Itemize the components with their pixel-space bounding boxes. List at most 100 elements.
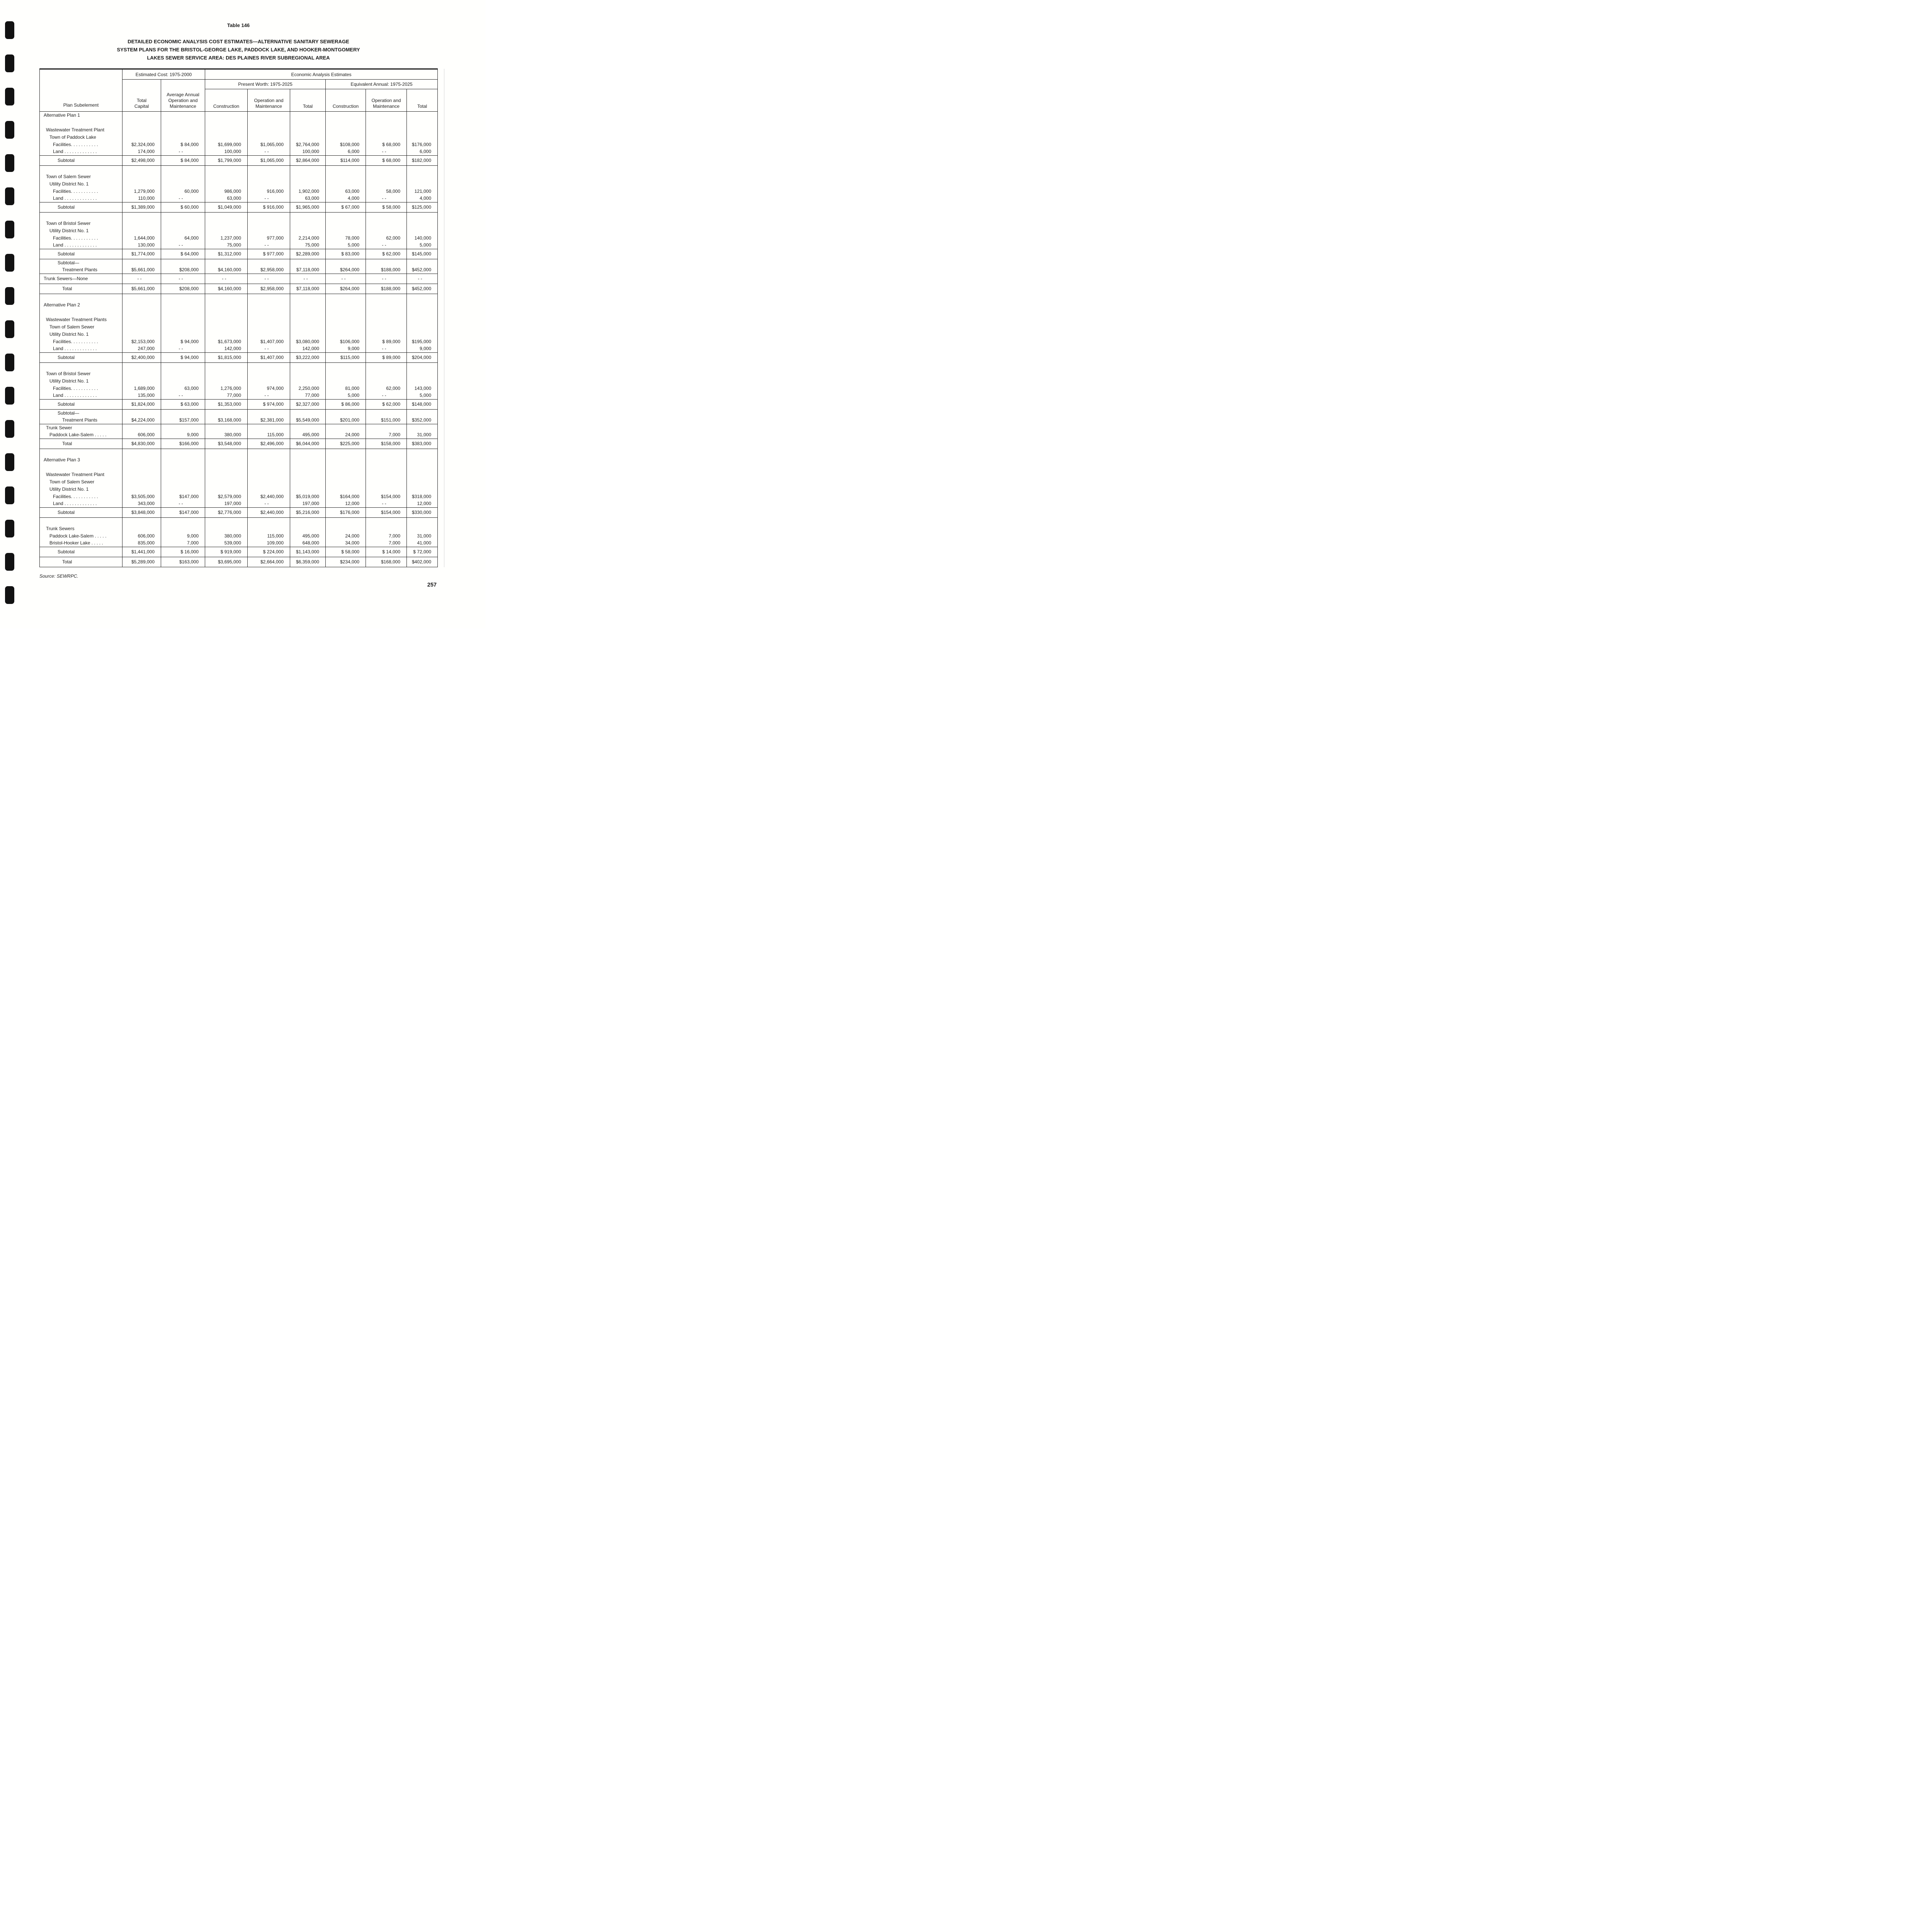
- cell-value: [247, 485, 290, 493]
- cell-value: $ 60,000: [160, 202, 205, 213]
- binder-hole: [5, 221, 14, 238]
- col-header-ea-total: Total: [406, 89, 438, 112]
- cell-value: [325, 471, 366, 478]
- table-section: Total $5,289,000 $163,000 $3,695,000 $2,664,…: [39, 557, 438, 567]
- cell-value: [325, 308, 366, 316]
- row-label: [39, 119, 122, 126]
- cell-value: [290, 377, 326, 385]
- binder-hole: [5, 187, 14, 205]
- cell-value: $ 916,000: [247, 202, 290, 213]
- cell-value: 75,000: [205, 242, 248, 249]
- table-row: Facilities. . . . . . . . . . . 1,644,000…: [39, 234, 438, 242]
- cell-value: [205, 330, 248, 338]
- cell-value: [122, 449, 161, 456]
- cell-value: [122, 485, 161, 493]
- spacer-row: [39, 449, 438, 456]
- cell-value: [325, 180, 366, 188]
- cell-value: [366, 133, 407, 141]
- cell-value: [205, 111, 248, 119]
- binder-hole: [5, 54, 14, 72]
- cell-value: $2,776,000: [205, 507, 248, 518]
- cell-value: [122, 219, 161, 227]
- cell-value: [122, 424, 161, 432]
- cell-value: 63,000: [325, 187, 366, 195]
- cell-value: [247, 126, 290, 134]
- table-row: Subtotal $1,774,000 $ 64,000 $1,312,000 $ 97…: [39, 249, 438, 259]
- cell-value: - -: [160, 500, 205, 508]
- cell-value: [247, 308, 290, 316]
- cell-value: [366, 478, 407, 486]
- cell-value: $2,440,000: [247, 493, 290, 500]
- spacer-row: [39, 119, 438, 126]
- cell-value: [160, 259, 205, 267]
- cell-value: - -: [160, 345, 205, 353]
- cell-value: [122, 471, 161, 478]
- cell-value: $176,000: [406, 141, 438, 148]
- cell-value: [406, 485, 438, 493]
- cell-value: $3,848,000: [122, 507, 161, 518]
- cell-value: $1,965,000: [290, 202, 326, 213]
- cell-value: [366, 485, 407, 493]
- cell-value: [366, 409, 407, 417]
- cell-value: [366, 449, 407, 456]
- cell-value: [247, 173, 290, 180]
- cell-value: 12,000: [406, 500, 438, 508]
- cell-value: $2,381,000: [247, 417, 290, 424]
- cell-value: [122, 517, 161, 525]
- cell-value: 174,000: [122, 148, 161, 156]
- cell-value: $234,000: [325, 557, 366, 567]
- row-label: Facilities. . . . . . . . . . .: [39, 493, 122, 500]
- cell-value: [290, 227, 326, 235]
- table-row: Paddock Lake-Salem . . . . . 606,000 9,000…: [39, 532, 438, 540]
- cell-value: - -: [366, 392, 407, 400]
- cell-value: [247, 227, 290, 235]
- row-label: Town of Paddock Lake: [39, 133, 122, 141]
- row-label: Facilities. . . . . . . . . . .: [39, 234, 122, 242]
- row-label: [39, 308, 122, 316]
- cell-value: 2,250,000: [290, 384, 326, 392]
- table-row: Land . . . . . . . . . . . . . 110,000- -…: [39, 195, 438, 202]
- cell-value: $ 224,000: [247, 547, 290, 557]
- cell-value: $3,695,000: [205, 557, 248, 567]
- cell-value: $ 58,000: [366, 202, 407, 213]
- cell-value: [325, 463, 366, 471]
- cell-value: [247, 362, 290, 370]
- cell-value: [247, 409, 290, 417]
- cell-value: [366, 119, 407, 126]
- cell-value: - -: [247, 392, 290, 400]
- cell-value: 5,000: [406, 392, 438, 400]
- row-label: Land . . . . . . . . . . . . .: [39, 345, 122, 353]
- cell-value: [247, 377, 290, 385]
- cell-value: $1,407,000: [247, 352, 290, 363]
- cell-value: 6,000: [406, 148, 438, 156]
- cell-value: $ 72,000: [406, 547, 438, 557]
- cell-value: [122, 259, 161, 267]
- cell-value: 916,000: [247, 187, 290, 195]
- spacer-row: [39, 212, 438, 220]
- cell-value: [205, 126, 248, 134]
- cell-value: - -: [247, 195, 290, 202]
- row-label: Bristol-Hooker Lake . . . . .: [39, 539, 122, 547]
- table-row: Wastewater Treatment Plants: [39, 316, 438, 323]
- cell-value: [160, 212, 205, 220]
- table-row: Town of Bristol Sewer: [39, 219, 438, 227]
- cell-value: $402,000: [406, 557, 438, 567]
- row-label: [39, 294, 122, 301]
- cell-value: [205, 219, 248, 227]
- row-label: Wastewater Treatment Plants: [39, 316, 122, 323]
- cell-value: [290, 456, 326, 464]
- table-section: Subtotal $2,400,000 $ 94,000 $1,815,000 $1,4…: [39, 352, 438, 363]
- cell-value: [205, 485, 248, 493]
- cell-value: 34,000: [325, 539, 366, 547]
- cell-value: [205, 424, 248, 432]
- cell-value: [160, 301, 205, 309]
- cell-value: [205, 308, 248, 316]
- cell-value: - -: [325, 274, 366, 284]
- cell-value: - -: [160, 392, 205, 400]
- col-group-estimated-cost: Estimated Cost: 1975-2000: [122, 69, 205, 80]
- cell-value: $188,000: [366, 284, 407, 294]
- cell-value: [247, 180, 290, 188]
- cell-value: 1,689,000: [122, 384, 161, 392]
- table-row: Subtotal $3,848,000 $147,000 $2,776,000 $2,4…: [39, 507, 438, 518]
- cell-value: [366, 471, 407, 478]
